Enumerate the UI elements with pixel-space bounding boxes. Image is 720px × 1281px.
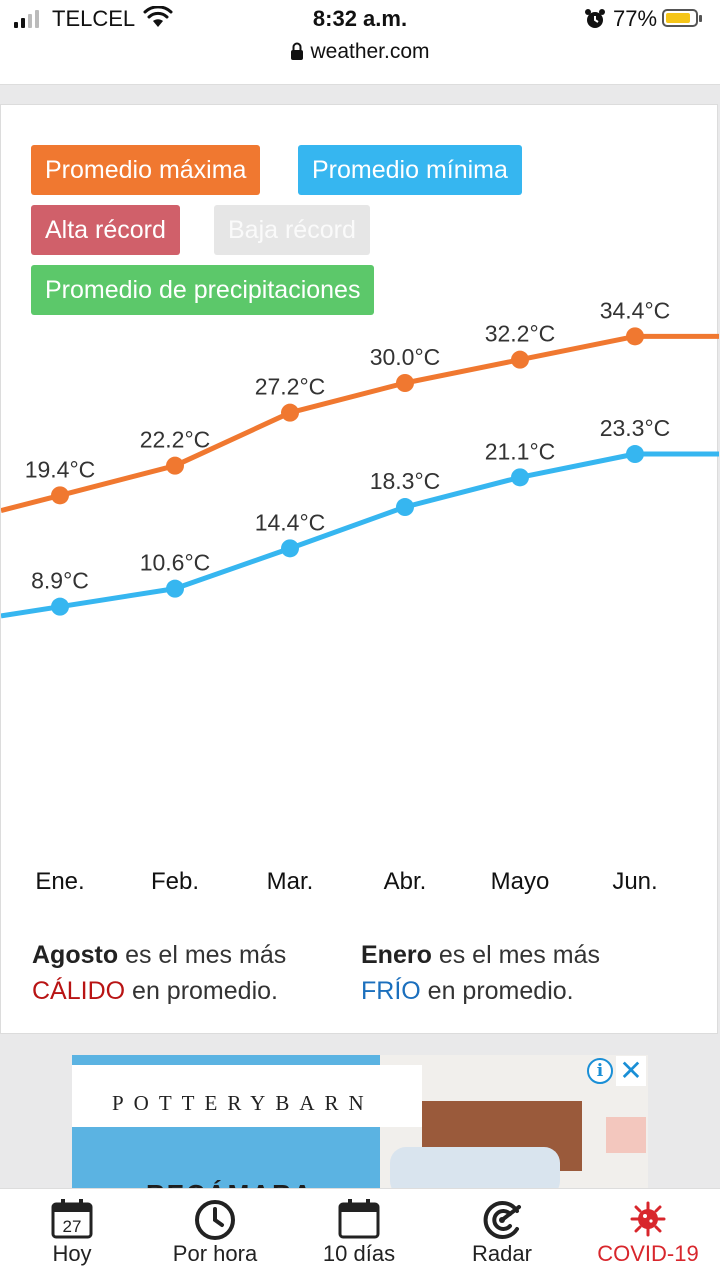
ad-info-icon[interactable]: i bbox=[587, 1058, 613, 1084]
label-min-3: 18.3°C bbox=[370, 468, 441, 494]
point-max-4[interactable] bbox=[511, 350, 529, 369]
hottest-month: Agosto bbox=[32, 941, 119, 969]
carrier-name: TELCEL bbox=[52, 6, 136, 31]
coldest-month: Enero bbox=[361, 941, 432, 969]
label-max-5: 34.4°C bbox=[600, 297, 671, 323]
url-text: weather.com bbox=[310, 40, 430, 63]
hottest-text-end: en promedio. bbox=[132, 977, 278, 1005]
ad-headline: RECÁMARA bbox=[146, 1179, 314, 1190]
section-tabs-edge bbox=[0, 74, 720, 85]
point-max-5[interactable] bbox=[626, 327, 644, 346]
lock-icon bbox=[291, 42, 304, 60]
month-label-4: Mayo bbox=[491, 868, 550, 895]
signal-icon bbox=[14, 10, 39, 28]
ad-close-icon[interactable]: ✕ bbox=[616, 1056, 646, 1086]
radar-icon bbox=[483, 1201, 521, 1239]
label-min-2: 14.4°C bbox=[255, 509, 326, 535]
month-label-0: Ene. bbox=[35, 868, 84, 895]
battery-percent: 77% bbox=[613, 6, 658, 31]
point-max-1[interactable] bbox=[166, 456, 184, 475]
month-label-2: Mar. bbox=[267, 868, 314, 895]
legend-record-high-button[interactable]: Alta récord bbox=[31, 205, 180, 255]
nav-radar[interactable]: Radar bbox=[452, 1189, 552, 1281]
hottest-text: es el mes más bbox=[125, 941, 287, 969]
point-min-4[interactable] bbox=[511, 468, 529, 487]
wifi-icon bbox=[143, 6, 173, 27]
point-max-3[interactable] bbox=[396, 374, 414, 392]
address-bar[interactable]: weather.com bbox=[0, 40, 720, 64]
status-bar: TELCEL 8:32 a.m. weather.com 77% bbox=[0, 0, 720, 78]
label-max-0: 19.4°C bbox=[25, 456, 96, 482]
coldest-text: es el mes más bbox=[438, 941, 600, 969]
nav-today-label: Hoy bbox=[52, 1241, 92, 1266]
advertisement[interactable]: POTTERYBARN RECÁMARA bbox=[72, 1055, 648, 1190]
point-min-3[interactable] bbox=[396, 498, 414, 517]
nav-hourly[interactable]: Por hora bbox=[150, 1189, 280, 1281]
series-line-min bbox=[1, 451, 719, 619]
label-max-1: 22.2°C bbox=[140, 427, 211, 453]
coldest-text-end: en promedio. bbox=[427, 977, 574, 1005]
label-min-4: 21.1°C bbox=[485, 438, 556, 464]
hottest-month-summary: Agosto es el mes más CÁLIDO en promedio. bbox=[32, 937, 352, 1009]
legend-avg-max-button[interactable]: Promedio máxima bbox=[31, 145, 261, 195]
temperature-chart: 19.4°C 22.2°C 27.2°C 30.0°C 32.2°C 34.4°C 8.9°… bbox=[1, 297, 719, 895]
label-min-0: 8.9°C bbox=[31, 568, 89, 594]
point-min-5[interactable] bbox=[626, 445, 644, 464]
battery-icon bbox=[662, 9, 702, 27]
legend-precip-button[interactable]: Promedio de precipitaciones bbox=[31, 265, 375, 315]
clock: 8:32 a.m. bbox=[312, 6, 408, 31]
alarm-icon bbox=[585, 9, 605, 28]
calendar-day-icon: 27 bbox=[51, 1199, 93, 1239]
calendar-day-number: 27 bbox=[63, 1217, 82, 1236]
ad-brand-box: POTTERYBARN bbox=[72, 1065, 422, 1127]
month-label-5: Jun. bbox=[612, 868, 657, 895]
clock-icon bbox=[195, 1200, 235, 1240]
nav-10-day[interactable]: 10 días bbox=[300, 1189, 418, 1281]
month-label-1: Feb. bbox=[151, 868, 199, 895]
point-max-0[interactable] bbox=[51, 486, 69, 505]
nav-covid[interactable]: COVID-19 bbox=[586, 1189, 710, 1281]
nav-covid-label: COVID-19 bbox=[597, 1241, 699, 1266]
bottom-nav: 27 Hoy Por hora 10 días Radar bbox=[0, 1188, 720, 1281]
label-max-4: 32.2°C bbox=[485, 321, 556, 347]
point-min-0[interactable] bbox=[51, 597, 69, 616]
virus-icon bbox=[630, 1201, 666, 1237]
hot-word: CÁLIDO bbox=[32, 977, 126, 1005]
nav-10-day-label: 10 días bbox=[322, 1241, 396, 1266]
point-max-2[interactable] bbox=[281, 403, 299, 422]
series-line-max bbox=[1, 333, 719, 514]
legend-avg-min-button[interactable]: Promedio mínima bbox=[298, 145, 522, 195]
coldest-month-summary: Enero es el mes más FRÍO en promedio. bbox=[361, 937, 701, 1009]
climate-card: Promedio máxima Promedio mínima Alta réc… bbox=[0, 104, 719, 1034]
label-max-2: 27.2°C bbox=[255, 374, 326, 400]
point-min-2[interactable] bbox=[281, 539, 299, 558]
label-min-1: 10.6°C bbox=[140, 550, 211, 576]
legend-record-low-button[interactable]: Baja récord bbox=[214, 205, 370, 255]
calendar-icon bbox=[338, 1199, 380, 1239]
label-max-3: 30.0°C bbox=[370, 344, 441, 370]
nav-today[interactable]: 27 Hoy bbox=[22, 1189, 122, 1281]
point-min-1[interactable] bbox=[166, 579, 184, 598]
ad-brand-logo: POTTERYBARN bbox=[112, 1091, 374, 1115]
nav-radar-label: Radar bbox=[472, 1241, 532, 1266]
label-min-5: 23.3°C bbox=[600, 415, 671, 441]
nav-hourly-label: Por hora bbox=[172, 1241, 258, 1266]
cold-word: FRÍO bbox=[361, 977, 421, 1005]
month-label-3: Abr. bbox=[384, 868, 427, 895]
